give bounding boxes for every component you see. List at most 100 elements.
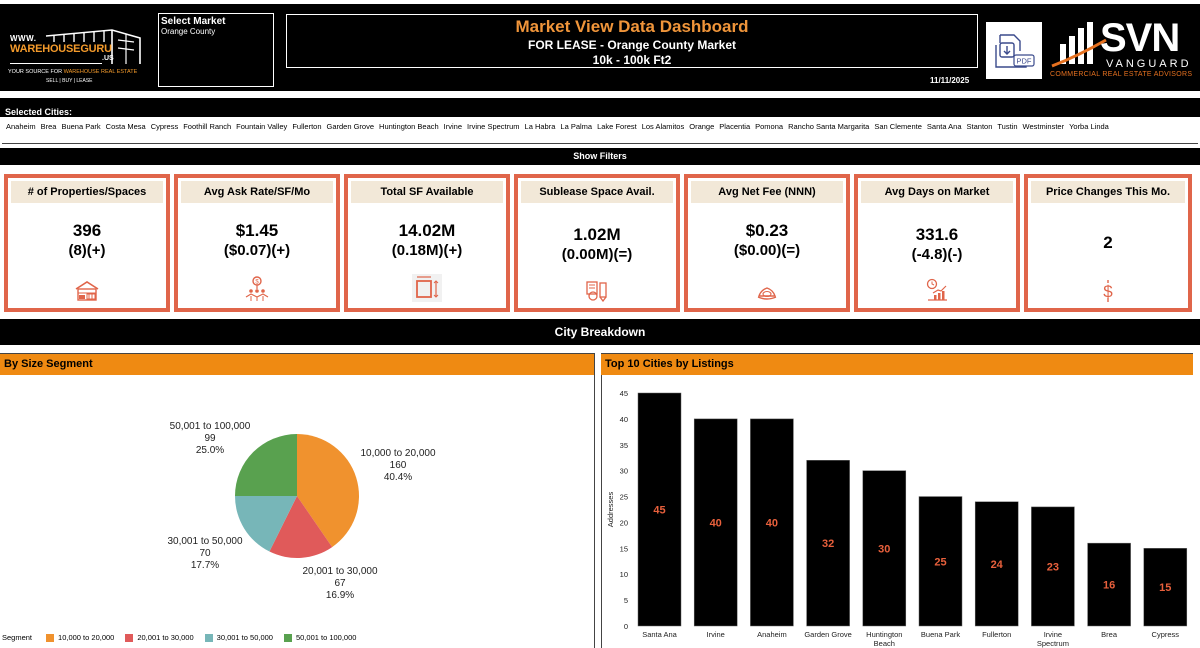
show-filters-button[interactable]: Show Filters bbox=[0, 148, 1200, 165]
bar[interactable] bbox=[918, 496, 963, 627]
bar[interactable] bbox=[806, 460, 850, 627]
city-item[interactable]: Stanton bbox=[966, 122, 993, 131]
bar[interactable] bbox=[974, 501, 1019, 627]
city-item[interactable]: Irvine Spectrum bbox=[467, 122, 520, 131]
city-item[interactable]: Costa Mesa bbox=[105, 122, 146, 131]
pie-label-segment: 30,001 to 50,000 bbox=[167, 536, 243, 547]
bar-data-label: 16 bbox=[1103, 580, 1115, 592]
legend-item[interactable]: 20,001 to 30,000 bbox=[125, 633, 194, 642]
legend-label: 10,000 to 20,000 bbox=[58, 633, 115, 642]
pie-slice[interactable] bbox=[235, 434, 297, 496]
warehouseguru-logo[interactable]: WWW. WAREHOUSEGURU .US YOUR SOURCE FOR W… bbox=[6, 16, 146, 84]
kpi-value: 14.02M bbox=[398, 221, 456, 240]
kpi-title: Avg Net Fee (NNN) bbox=[691, 181, 843, 203]
city-item[interactable]: La Palma bbox=[560, 122, 593, 131]
y-tick-label: 5 bbox=[624, 596, 628, 605]
kpi-title: Avg Days on Market bbox=[861, 181, 1013, 203]
kpi-title: Avg Ask Rate/SF/Mo bbox=[181, 181, 333, 203]
svn-wordmark: SVN bbox=[1100, 16, 1180, 60]
kpi-card: Avg Net Fee (NNN) $0.23 ($0.00)(=) bbox=[684, 174, 850, 312]
bar-chart-svg: Addresses 0 5 10 15 20 25 30 35 40 45 45 Santa Ana 40… bbox=[606, 389, 1188, 648]
legend-item[interactable]: 30,001 to 50,000 bbox=[204, 633, 273, 642]
city-item[interactable]: Irvine bbox=[443, 122, 463, 131]
market-selector[interactable]: Select Market Orange County bbox=[158, 13, 274, 87]
city-item[interactable]: Los Alamitos bbox=[641, 122, 685, 131]
city-item[interactable]: Pomona bbox=[755, 122, 784, 131]
y-tick-label: 30 bbox=[620, 467, 628, 476]
x-tick-label: Fullerton bbox=[982, 630, 1011, 639]
bar[interactable] bbox=[750, 418, 794, 627]
logo-brand: WAREHOUSEGURU bbox=[10, 43, 112, 55]
x-tick-label: Santa Ana bbox=[642, 630, 677, 639]
bar[interactable] bbox=[693, 418, 738, 627]
kpi-delta: (8)(+) bbox=[68, 242, 106, 259]
area-dimensions-icon bbox=[348, 274, 506, 302]
bar-data-label: 25 bbox=[934, 556, 946, 568]
city-item[interactable]: Yorba Linda bbox=[1069, 122, 1109, 131]
kpi-value: $0.23 bbox=[745, 221, 789, 240]
y-tick-label: 40 bbox=[620, 415, 628, 424]
city-item[interactable]: Huntington Beach bbox=[379, 122, 439, 131]
market-selector-value[interactable]: Orange County bbox=[161, 27, 216, 36]
legend-item[interactable]: 10,000 to 20,000 bbox=[46, 633, 114, 642]
top-cities-panel-title: Top 10 Cities by Listings bbox=[601, 353, 1193, 375]
svg-text:$: $ bbox=[255, 280, 259, 286]
kpi-card: Total SF Available 14.02M (0.18M)(+) bbox=[344, 174, 510, 312]
city-item[interactable]: Foothill Ranch bbox=[183, 122, 232, 131]
header-bar: WWW. WAREHOUSEGURU .US YOUR SOURCE FOR W… bbox=[0, 4, 1200, 91]
city-item[interactable]: La Habra bbox=[524, 122, 556, 131]
kpi-value: $1.45 bbox=[235, 221, 279, 240]
kpi-card: Sublease Space Avail. 1.02M (0.00M)(=) bbox=[514, 174, 680, 312]
city-item[interactable]: San Clemente bbox=[874, 122, 922, 131]
city-item[interactable]: Santa Ana bbox=[926, 122, 962, 131]
city-item[interactable]: Anaheim bbox=[6, 122, 36, 131]
city-item[interactable]: Tustin bbox=[997, 122, 1018, 131]
kpi-card: Avg Days on Market 331.6 (-4.8)(-) bbox=[854, 174, 1020, 312]
page-title: Market View Data Dashboard bbox=[515, 17, 749, 36]
market-selector-label: Select Market bbox=[161, 16, 226, 27]
bar[interactable] bbox=[637, 392, 682, 627]
kpi-delta: (-4.8)(-) bbox=[911, 246, 963, 263]
bar[interactable] bbox=[1143, 548, 1188, 627]
bar-data-label: 45 bbox=[653, 505, 665, 517]
city-item[interactable]: Cypress bbox=[150, 122, 179, 131]
city-item[interactable]: Brea bbox=[40, 122, 57, 131]
pie-slice[interactable] bbox=[269, 496, 333, 558]
pdf-download-button[interactable]: PDF bbox=[986, 22, 1042, 79]
city-item[interactable]: Fountain Valley bbox=[236, 122, 288, 131]
city-breakdown-header: City Breakdown bbox=[0, 319, 1200, 345]
city-item[interactable]: Fullerton bbox=[292, 122, 322, 131]
pie-label-percent: 40.4% bbox=[384, 472, 412, 483]
y-tick-label: 15 bbox=[620, 544, 628, 553]
pie-slice[interactable] bbox=[297, 434, 359, 548]
legend-item[interactable]: 50,001 to 100,000 bbox=[283, 633, 356, 642]
x-tick-label: Anaheim bbox=[757, 630, 787, 639]
svn-sub: VANGUARD bbox=[1106, 58, 1192, 70]
city-item[interactable]: Lake Forest bbox=[597, 122, 637, 131]
bar[interactable] bbox=[1031, 506, 1075, 627]
y-tick-label: 0 bbox=[624, 622, 628, 631]
city-item[interactable]: Buena Park bbox=[61, 122, 101, 131]
kpi-value: 396 bbox=[72, 221, 102, 240]
city-item[interactable]: Rancho Santa Margarita bbox=[788, 122, 870, 131]
bar[interactable] bbox=[862, 470, 907, 627]
bar-data-label: 23 bbox=[1047, 561, 1059, 573]
legend-swatch bbox=[125, 633, 134, 642]
selected-cities-label: Selected Cities: bbox=[5, 107, 73, 117]
y-tick-label: 10 bbox=[620, 570, 628, 579]
panel-divider bbox=[594, 353, 595, 648]
legend-title: Segment bbox=[2, 633, 33, 642]
city-item[interactable]: Garden Grove bbox=[326, 122, 375, 131]
pie-slice[interactable] bbox=[235, 496, 297, 552]
city-item[interactable]: Placentia bbox=[719, 122, 751, 131]
city-item[interactable]: Orange bbox=[689, 122, 715, 131]
svn-vanguard-logo[interactable]: SVN VANGUARD COMMERCIAL REAL ESTATE ADVI… bbox=[1048, 16, 1196, 80]
city-item[interactable]: Westminster bbox=[1022, 122, 1065, 131]
bar[interactable] bbox=[1087, 542, 1131, 627]
dashboard-title-box: Market View Data Dashboard FOR LEASE - O… bbox=[286, 14, 978, 68]
kpi-card: Price Changes This Mo. 2 $ bbox=[1024, 174, 1192, 312]
kpi-value: 2 bbox=[1103, 233, 1113, 252]
pie-label-value: 99 bbox=[204, 433, 216, 444]
